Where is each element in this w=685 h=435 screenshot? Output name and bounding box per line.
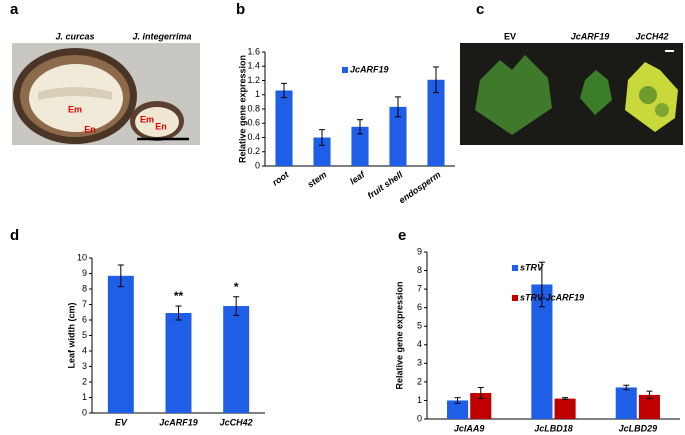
bar: [275, 90, 293, 166]
y-axis-label: Leaf width (cm): [66, 302, 76, 368]
panel-label: e: [398, 227, 406, 244]
species-label: J. curcas: [55, 31, 94, 41]
y-axis-label: Relative gene expression: [237, 55, 247, 163]
y-tick-label: 1.6: [247, 46, 260, 56]
panel-label: a: [10, 1, 19, 18]
bar: [554, 398, 576, 419]
bar: [447, 400, 469, 419]
y-tick-label: 0.4: [247, 132, 260, 142]
y-tick-label: 0: [255, 160, 260, 170]
bar: [615, 387, 637, 419]
x-tick-label: root: [270, 169, 291, 188]
x-tick-label: JcLBD29: [619, 423, 658, 433]
leaf-label: EV: [504, 31, 516, 41]
y-tick-label: 4: [417, 339, 422, 349]
y-axis-label: Relative gene expression: [394, 281, 404, 389]
y-tick-label: 5: [417, 321, 422, 331]
legend-swatch: [512, 265, 518, 271]
y-tick-label: 3: [82, 361, 87, 371]
y-tick-label: 0: [82, 407, 87, 417]
x-tick-label: JcCH42: [220, 417, 253, 427]
bar: [531, 284, 553, 419]
y-tick-label: 1: [255, 89, 260, 99]
bar: [638, 394, 660, 419]
y-tick-label: 7: [417, 283, 422, 293]
bar: [223, 306, 250, 413]
bar: [427, 79, 445, 166]
bar: [351, 126, 369, 166]
y-tick-label: 3: [417, 358, 422, 368]
y-tick-label: 1.2: [247, 75, 260, 85]
x-tick-label: leaf: [348, 169, 367, 187]
y-tick-label: 0.8: [247, 103, 260, 113]
bar: [107, 275, 134, 413]
y-tick-label: 9: [417, 246, 422, 256]
legend-label: sTRV-JcARF19: [520, 292, 584, 302]
y-tick-label: 7: [82, 299, 87, 309]
seed-photo: [12, 43, 200, 145]
leaf-photo: [460, 43, 683, 145]
legend-swatch: [512, 295, 518, 301]
y-tick-label: 1.4: [247, 61, 260, 71]
bar: [470, 393, 492, 419]
y-tick-label: 9: [82, 268, 87, 278]
legend-label: JcARF19: [350, 64, 389, 74]
x-tick-label: JcARF19: [159, 417, 198, 427]
leaf-label: JcARF19: [571, 31, 610, 41]
x-tick-label: stem: [306, 169, 329, 189]
bar: [165, 313, 192, 413]
y-tick-label: 2: [82, 376, 87, 386]
leaf-label: JcCH42: [635, 31, 668, 41]
y-tick-label: 1: [417, 395, 422, 405]
legend-label: sTRV: [520, 262, 544, 272]
y-tick-label: 0.2: [247, 146, 260, 156]
bar: [313, 137, 331, 166]
y-tick-label: 0.6: [247, 118, 260, 128]
panel-label: b: [236, 1, 245, 18]
y-tick-label: 10: [77, 252, 87, 262]
annotation: *: [234, 280, 239, 294]
tissue-label: En: [155, 121, 167, 131]
y-tick-label: 6: [417, 302, 422, 312]
y-tick-label: 0: [417, 413, 422, 423]
x-tick-label: JcIAA9: [454, 423, 485, 433]
x-tick-label: EV: [115, 417, 128, 427]
x-tick-label: JcLBD18: [534, 423, 573, 433]
panel-label: c: [476, 1, 484, 18]
bar: [389, 106, 407, 166]
x-tick-label: endosperm: [397, 169, 442, 205]
y-tick-label: 2: [417, 376, 422, 386]
annotation: **: [174, 289, 184, 303]
species-label: J. integerrima: [132, 31, 191, 41]
tissue-label: Em: [68, 104, 82, 114]
y-tick-label: 4: [82, 345, 87, 355]
y-tick-label: 1: [82, 392, 87, 402]
y-tick-label: 5: [82, 330, 87, 340]
legend-swatch: [342, 67, 348, 73]
panel-label: d: [10, 227, 19, 244]
y-tick-label: 6: [82, 314, 87, 324]
tissue-label: En: [84, 124, 96, 134]
y-tick-label: 8: [82, 283, 87, 293]
y-tick-label: 8: [417, 265, 422, 275]
tissue-label: Em: [140, 114, 154, 124]
